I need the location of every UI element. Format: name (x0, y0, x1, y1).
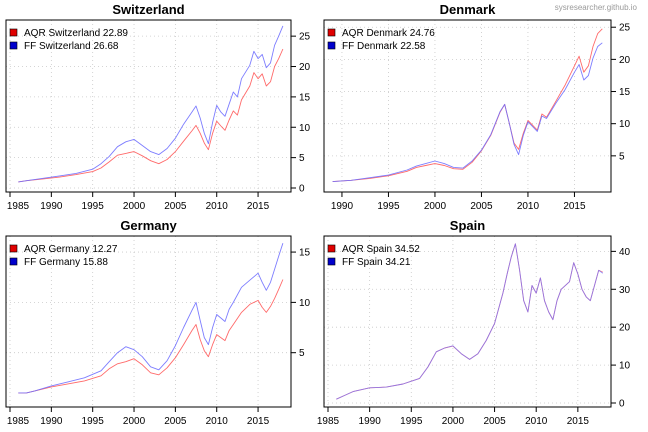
legend-swatch-ff (9, 41, 18, 50)
series-line-ff (336, 243, 604, 400)
y-tick-label: 15 (299, 92, 311, 103)
y-tick-label: 10 (619, 119, 631, 130)
y-tick-label: 5 (299, 348, 305, 359)
x-tick-label: 2010 (206, 201, 229, 212)
plot-frame (323, 235, 612, 408)
plot-frame (323, 19, 612, 193)
y-tick-label: 20 (619, 55, 631, 66)
y-tick-label: 10 (299, 298, 311, 309)
x-tick-label: 1995 (377, 201, 400, 212)
x-tick-label: 2000 (424, 201, 447, 212)
legend-label-ff: FF Denmark 22.58 (342, 41, 426, 52)
x-tick-label: 1990 (331, 201, 354, 212)
y-tick-label: 30 (619, 285, 631, 296)
series-line-ff (18, 243, 284, 394)
x-tick-label: 1995 (400, 416, 423, 427)
x-tick-label: 2005 (164, 416, 187, 427)
y-tick-label: 25 (299, 32, 311, 43)
y-tick-label: 10 (619, 361, 631, 372)
y-tick-label: 20 (619, 323, 631, 334)
panel-title: Germany (120, 218, 177, 233)
panel-denmark: Denmark 1990 1995 2000 2005 2010 2015 5 10 15 20 25… (323, 2, 631, 212)
legend-swatch-aqr (9, 244, 18, 253)
x-tick-label: 2005 (483, 416, 506, 427)
y-tick-label: 5 (299, 153, 305, 164)
x-tick-label: 2005 (470, 201, 493, 212)
x-tick-label: 2010 (525, 416, 548, 427)
x-tick-label: 2005 (164, 201, 187, 212)
y-tick-label: 20 (299, 62, 311, 73)
x-tick-label: 1995 (82, 416, 105, 427)
panel-title: Spain (450, 218, 485, 233)
legend-swatch-aqr (327, 28, 336, 37)
legend-swatch-ff (327, 41, 336, 50)
legend-swatch-ff (9, 257, 18, 266)
x-tick-label: 2010 (517, 201, 540, 212)
plot-frame (5, 235, 292, 408)
x-tick-label: 1985 (317, 416, 340, 427)
legend-label-ff: FF Germany 15.88 (24, 257, 108, 268)
series-line-ff (18, 25, 284, 183)
legend-label-aqr: AQR Switzerland 22.89 (24, 28, 128, 39)
x-tick-label: 2000 (123, 416, 146, 427)
series-line-ff (332, 42, 603, 183)
legend-label-ff: FF Switzerland 26.68 (24, 41, 119, 52)
legend-swatch-aqr (9, 28, 18, 37)
series-line-aqr (18, 48, 284, 183)
x-tick-label: 2000 (442, 416, 465, 427)
panel-title: Denmark (440, 2, 496, 17)
x-tick-label: 1990 (40, 201, 63, 212)
y-tick-label: 15 (299, 248, 311, 259)
x-tick-label: 1985 (7, 201, 30, 212)
legend-label-aqr: AQR Germany 12.27 (24, 244, 118, 255)
y-tick-label: 10 (299, 123, 311, 134)
panel-spain: Spain 1985 1990 1995 2000 2005 2010 2015 0 10 20 30… (317, 218, 631, 427)
panel-title: Switzerland (112, 2, 184, 17)
x-tick-label: 1985 (7, 416, 30, 427)
x-tick-label: 2000 (123, 201, 146, 212)
watermark-text: sysresearcher.github.io (555, 3, 638, 12)
y-tick-label: 15 (619, 87, 631, 98)
x-tick-label: 2015 (567, 416, 590, 427)
series-line-aqr (18, 279, 284, 394)
y-tick-label: 40 (619, 247, 631, 258)
legend-label-aqr: AQR Denmark 24.76 (342, 28, 435, 39)
panel-germany: Germany 1985 1990 1995 2000 2005 2010 2015 5 10 15… (5, 218, 311, 427)
y-tick-label: 5 (619, 151, 625, 162)
x-tick-label: 1990 (40, 416, 63, 427)
plot-frame (5, 19, 292, 193)
x-tick-label: 2010 (206, 416, 229, 427)
legend-swatch-ff (327, 257, 336, 266)
y-tick-label: 0 (299, 184, 305, 195)
x-tick-label: 2015 (247, 201, 270, 212)
x-tick-label: 2015 (247, 416, 270, 427)
legend-label-ff: FF Spain 34.21 (342, 257, 411, 268)
legend-swatch-aqr (327, 244, 336, 253)
x-tick-label: 1995 (82, 201, 105, 212)
y-tick-label: 25 (619, 23, 631, 34)
y-tick-label: 0 (619, 399, 625, 410)
x-tick-label: 1990 (359, 416, 382, 427)
legend-label-aqr: AQR Spain 34.52 (342, 244, 420, 255)
x-tick-label: 2015 (563, 201, 586, 212)
